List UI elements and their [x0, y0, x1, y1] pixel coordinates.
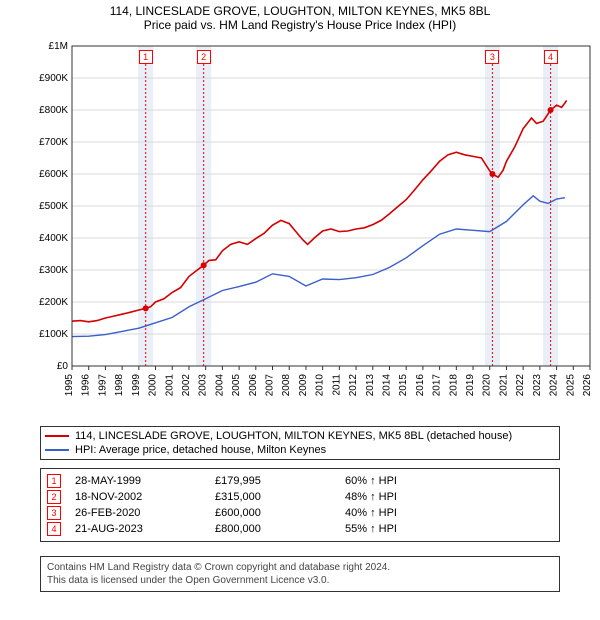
sale-price: £800,000	[215, 523, 345, 535]
x-tick-label: 2007	[265, 374, 276, 397]
sales-row: 2 18-NOV-2002£315,00048% ↑ HPI	[47, 489, 553, 505]
footer-line2: This data is licensed under the Open Gov…	[47, 574, 553, 587]
x-tick-label: 2008	[281, 374, 292, 397]
y-tick-label: £400K	[39, 233, 68, 244]
x-tick-label: 2024	[549, 374, 560, 397]
y-tick-label: £200K	[39, 297, 68, 308]
y-tick-label: £900K	[39, 73, 68, 84]
legend-label: 114, LINCESLADE GROVE, LOUGHTON, MILTON …	[75, 430, 512, 442]
sale-date: 18-NOV-2002	[75, 491, 215, 503]
legend-box: 114, LINCESLADE GROVE, LOUGHTON, MILTON …	[40, 426, 560, 460]
sale-number-box: 2	[47, 490, 61, 504]
footer-line1: Contains HM Land Registry data © Crown c…	[47, 561, 553, 574]
sale-number-box: 1	[47, 474, 61, 488]
x-tick-label: 2005	[231, 374, 242, 397]
legend-row: 114, LINCESLADE GROVE, LOUGHTON, MILTON …	[45, 429, 555, 443]
x-tick-label: 2026	[582, 374, 593, 397]
x-tick-label: 2001	[164, 374, 175, 397]
x-tick-label: 2015	[398, 374, 409, 397]
sales-table: 1 28-MAY-1999£179,99560% ↑ HPI 2 18-NOV-200…	[40, 468, 560, 542]
event-marker-3: 3	[485, 50, 499, 64]
y-tick-label: £800K	[39, 105, 68, 116]
legend-swatch	[45, 449, 69, 451]
x-tick-label: 2020	[482, 374, 493, 397]
sales-row: 4 21-AUG-2023£800,00055% ↑ HPI	[47, 521, 553, 537]
sale-vs-hpi: 55% ↑ HPI	[345, 523, 445, 535]
y-tick-label: £100K	[39, 329, 68, 340]
x-tick-label: 2014	[381, 374, 392, 397]
x-tick-label: 1999	[131, 374, 142, 397]
x-tick-label: 1997	[97, 374, 108, 397]
x-tick-label: 2002	[181, 374, 192, 397]
legend-row: HPI: Average price, detached house, Milt…	[45, 443, 555, 457]
x-tick-label: 1996	[81, 374, 92, 397]
sale-price: £315,000	[215, 491, 345, 503]
chart-area: £0 £100K £200K £300K £400K £500K £600K £700K £80…	[32, 36, 597, 406]
legend-swatch	[45, 435, 69, 437]
sales-row: 3 26-FEB-2020£600,00040% ↑ HPI	[47, 505, 553, 521]
y-tick-label: £600K	[39, 169, 68, 180]
x-tick-label: 2012	[348, 374, 359, 397]
sale-date: 26-FEB-2020	[75, 507, 215, 519]
y-tick-label: £300K	[39, 265, 68, 276]
chart-title-line2: Price paid vs. HM Land Registry's House …	[0, 18, 600, 32]
x-tick-label: 2003	[198, 374, 209, 397]
x-tick-label: 2022	[515, 374, 526, 397]
x-tick-label: 2011	[331, 374, 342, 396]
x-tick-label: 2016	[415, 374, 426, 397]
x-tick-label: 2000	[148, 374, 159, 397]
x-tick-label: 1998	[114, 374, 125, 397]
sale-date: 21-AUG-2023	[75, 523, 215, 535]
x-tick-label: 2009	[298, 374, 309, 397]
x-tick-label: 2021	[498, 374, 509, 397]
sale-price: £600,000	[215, 507, 345, 519]
x-tick-label: 2017	[432, 374, 443, 397]
sale-price: £179,995	[215, 475, 345, 487]
chart-title-line1: 114, LINCESLADE GROVE, LOUGHTON, MILTON …	[0, 4, 600, 18]
event-marker-1: 1	[139, 50, 153, 64]
page: 114, LINCESLADE GROVE, LOUGHTON, MILTON …	[0, 0, 600, 620]
x-tick-label: 2004	[214, 374, 225, 397]
chart-svg: £0 £100K £200K £300K £400K £500K £600K £700K £80…	[32, 36, 597, 406]
x-tick-label: 2019	[465, 374, 476, 397]
y-tick-label: £500K	[39, 201, 68, 212]
y-tick-label: £700K	[39, 137, 68, 148]
footer-box: Contains HM Land Registry data © Crown c…	[40, 556, 560, 592]
y-tick-label: £0	[57, 361, 69, 372]
sale-number-box: 3	[47, 506, 61, 520]
titles-block: 114, LINCESLADE GROVE, LOUGHTON, MILTON …	[0, 0, 600, 36]
sales-row: 1 28-MAY-1999£179,99560% ↑ HPI	[47, 473, 553, 489]
sale-vs-hpi: 48% ↑ HPI	[345, 491, 445, 503]
legend-label: HPI: Average price, detached house, Milt…	[75, 444, 326, 456]
sale-vs-hpi: 60% ↑ HPI	[345, 475, 445, 487]
x-tick-label: 1995	[64, 374, 75, 397]
sale-number-box: 4	[47, 522, 61, 536]
x-tick-label: 2013	[365, 374, 376, 397]
sale-date: 28-MAY-1999	[75, 475, 215, 487]
x-tick-label: 2025	[565, 374, 576, 397]
sale-vs-hpi: 40% ↑ HPI	[345, 507, 445, 519]
x-tick-label: 2006	[248, 374, 259, 397]
event-marker-2: 2	[197, 50, 211, 64]
event-marker-4: 4	[544, 50, 558, 64]
y-tick-label: £1M	[49, 41, 68, 52]
x-tick-label: 2023	[532, 374, 543, 397]
x-tick-label: 2010	[315, 374, 326, 397]
x-tick-label: 2018	[448, 374, 459, 397]
